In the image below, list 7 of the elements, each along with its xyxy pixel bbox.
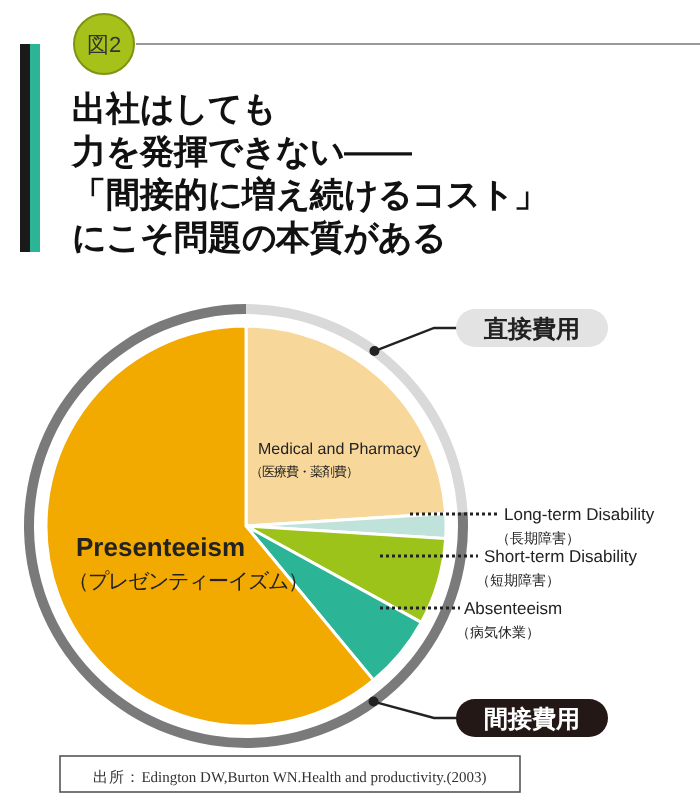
caption: 図2	[86, 34, 122, 58]
slice-label: 直接費用	[482, 315, 580, 343]
slice-label: 間接費用	[484, 705, 580, 733]
donut-slice	[24, 304, 468, 748]
donut-slice	[246, 304, 468, 513]
chart-title: 出社はしても力を発揮できない――「間接的に増え続けるコスト」にこそ問題の本質がある	[70, 90, 548, 257]
slice-label: Presenteeism （プレゼンティーイズム）	[68, 532, 308, 594]
